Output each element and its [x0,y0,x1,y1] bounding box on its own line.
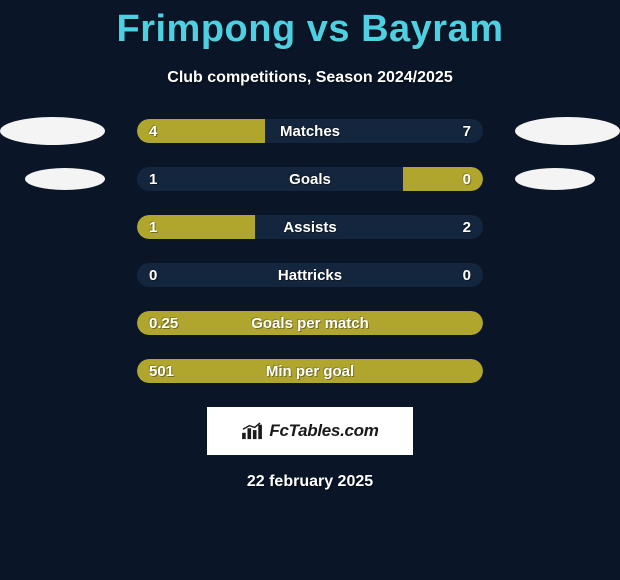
team-badge-right [515,117,620,145]
page-title: Frimpong vs Bayram [0,8,620,51]
stat-label: Assists [283,215,336,239]
bars-icon [241,422,263,440]
subtitle: Club competitions, Season 2024/2025 [0,69,620,87]
stat-bar: 0 Hattricks 0 [137,263,483,287]
left-value: 0 [149,263,157,287]
team-badge-left [25,168,105,190]
bar-fill [403,167,483,191]
logo-text: FcTables.com [269,421,378,441]
left-value: 1 [149,215,157,239]
right-value: 0 [463,167,471,191]
stat-bar: 4 Matches 7 [137,119,483,143]
stat-label: Goals [289,167,331,191]
stat-bar: 501 Min per goal [137,359,483,383]
team-badge-right [515,168,595,190]
stat-rows: 4 Matches 7 1 Goals 0 1 Assists 2 0 Hattricks 0 0.25… [0,119,620,383]
right-value: 7 [463,119,471,143]
stat-label: Matches [280,119,340,143]
logo: FcTables.com [241,421,378,441]
left-value: 1 [149,167,157,191]
stat-row: 1 Assists 2 [0,215,620,239]
left-value: 501 [149,359,174,383]
left-value: 0.25 [149,311,178,335]
comparison-card: Frimpong vs Bayram Club competitions, Se… [0,0,620,491]
stat-row: 501 Min per goal [0,359,620,383]
logo-box: FcTables.com [207,407,413,455]
stat-row: 0.25 Goals per match [0,311,620,335]
stat-row: 0 Hattricks 0 [0,263,620,287]
date-label: 22 february 2025 [0,473,620,491]
left-value: 4 [149,119,157,143]
stat-label: Min per goal [266,359,354,383]
stat-bar: 1 Goals 0 [137,167,483,191]
right-value: 2 [463,215,471,239]
stat-label: Hattricks [278,263,342,287]
right-value: 0 [463,263,471,287]
team-badge-left [0,117,105,145]
stat-row: 1 Goals 0 [0,167,620,191]
stat-bar: 0.25 Goals per match [137,311,483,335]
stat-label: Goals per match [251,311,369,335]
stat-bar: 1 Assists 2 [137,215,483,239]
stat-row: 4 Matches 7 [0,119,620,143]
